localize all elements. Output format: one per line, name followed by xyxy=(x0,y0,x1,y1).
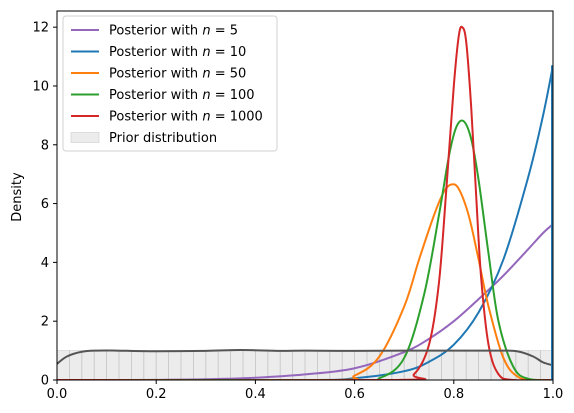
y-tick-label: 0 xyxy=(41,374,49,389)
legend-label: Posterior with n = 1000 xyxy=(109,110,263,125)
prior-histogram-bar xyxy=(192,350,207,381)
legend-label: Posterior with n = 50 xyxy=(109,67,246,82)
prior-histogram-bar xyxy=(155,350,169,381)
legend: Posterior with n = 5 Posterior with n = 1… xyxy=(62,15,278,152)
x-tick-label: 0.8 xyxy=(443,387,464,402)
prior-histogram-bar xyxy=(217,350,231,381)
x-tick-label: 1.0 xyxy=(543,387,564,402)
legend-swatch-prior xyxy=(70,132,100,143)
prior-histogram-bar xyxy=(143,350,157,381)
y-tick-label: 12 xyxy=(32,21,49,36)
series-line-4 xyxy=(57,25,553,380)
prior-histogram-bar xyxy=(341,350,356,381)
axes-frame xyxy=(56,10,554,381)
y-tick-label: 4 xyxy=(41,256,49,271)
prior-histogram-bar xyxy=(56,350,70,381)
x-tick-label: 0.4 xyxy=(245,387,266,402)
legend-label-prior: Prior distribution xyxy=(109,131,217,146)
prior-histogram-bar xyxy=(440,350,455,381)
prior-histogram-bar xyxy=(304,350,318,381)
prior-histogram xyxy=(56,350,554,381)
prior-histogram-bar xyxy=(168,350,182,381)
axes xyxy=(56,10,554,381)
prior-histogram-bar xyxy=(230,350,244,381)
x-tick-label: 0.6 xyxy=(344,387,365,402)
prior-histogram-bar xyxy=(329,350,343,381)
prior-histogram-bar xyxy=(478,350,492,381)
prior-histogram-bar xyxy=(180,350,194,381)
prior-histogram-bar xyxy=(118,350,132,381)
prior-histogram-bar xyxy=(254,350,269,381)
y-tick-label: 2 xyxy=(41,315,49,330)
prior-histogram-bar xyxy=(502,350,517,381)
y-tick-label: 10 xyxy=(32,79,49,94)
prior-histogram-bar xyxy=(453,350,467,381)
prior-histogram-bar xyxy=(205,350,219,381)
y-tick-label: 6 xyxy=(41,197,49,212)
prior-histogram-bar xyxy=(242,350,256,381)
legend-box xyxy=(62,15,278,152)
legend-label: Posterior with n = 100 xyxy=(109,88,255,103)
prior-histogram-bar xyxy=(106,350,120,381)
prior-histogram-bar xyxy=(130,350,145,381)
legend-label: Posterior with n = 5 xyxy=(109,24,238,39)
y-axis-label: Density xyxy=(10,172,25,222)
prior-histogram-bar xyxy=(93,350,107,381)
tick-marks: 0.0 0.2 0.4 0.6 0.8 1.0 0 2 4 6 8 10 12 xyxy=(32,21,563,402)
x-tick-label: 0.0 xyxy=(47,387,68,402)
series-line-5 xyxy=(57,349,553,367)
prior-histogram-bar xyxy=(316,350,331,381)
prior-histogram-bar xyxy=(465,350,480,381)
x-tick-label: 0.2 xyxy=(146,387,167,402)
y-tick-label: 8 xyxy=(41,138,49,153)
legend-label: Posterior with n = 10 xyxy=(109,45,246,60)
series-line-3 xyxy=(57,119,553,380)
prior-histogram-bar xyxy=(81,350,95,381)
